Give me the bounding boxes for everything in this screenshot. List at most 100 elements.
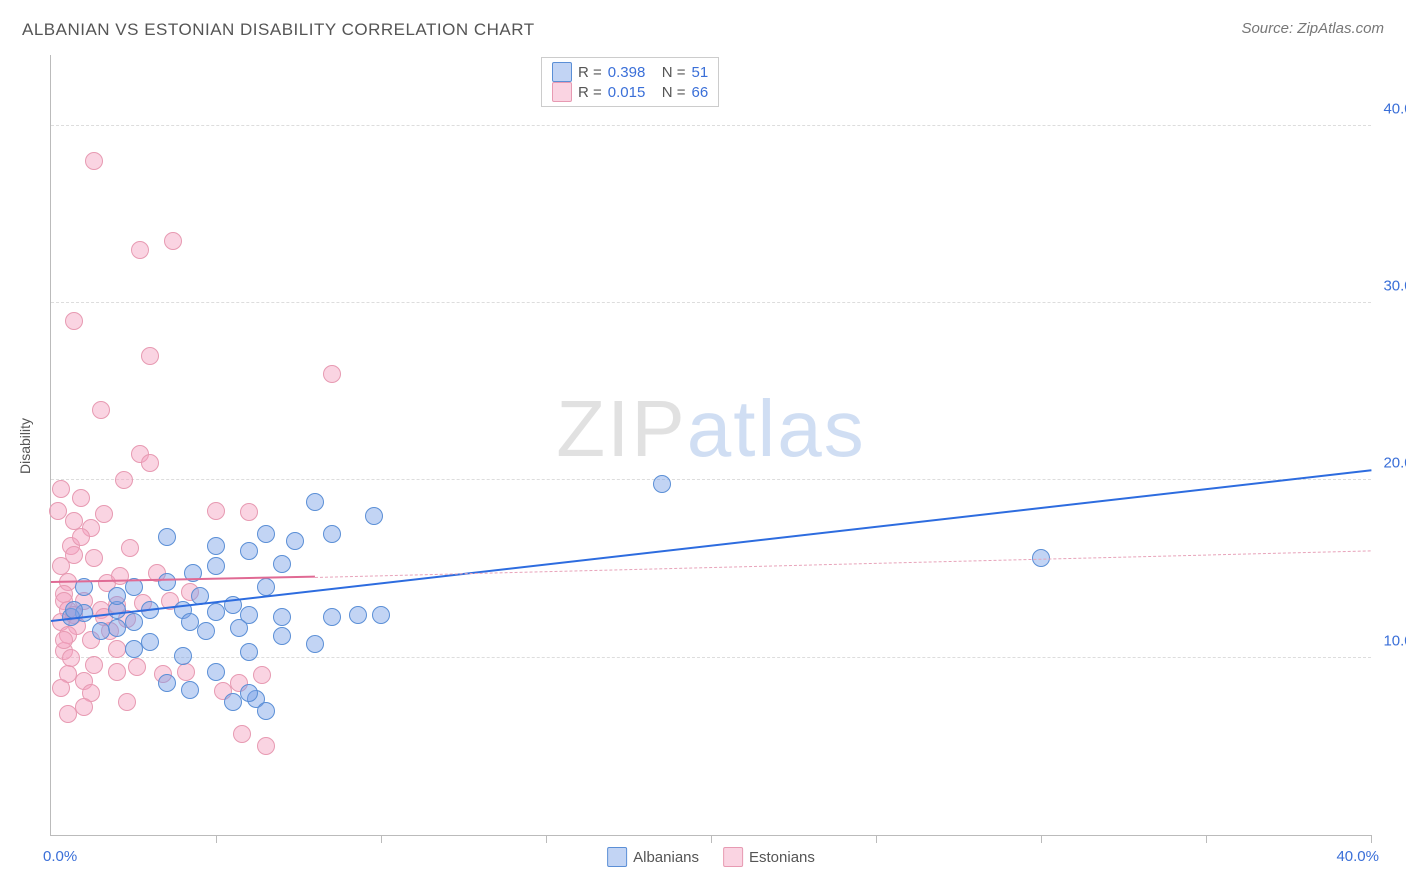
data-point — [323, 525, 341, 543]
data-point — [72, 489, 90, 507]
legend-swatch — [552, 62, 572, 82]
data-point — [108, 640, 126, 658]
bottom-legend-item: Estonians — [723, 847, 815, 867]
watermark: ZIPatlas — [556, 383, 865, 475]
data-point — [158, 674, 176, 692]
data-point — [286, 532, 304, 550]
data-point — [240, 542, 258, 560]
data-point — [207, 502, 225, 520]
data-point — [131, 241, 149, 259]
gridline — [51, 125, 1371, 126]
data-point — [49, 502, 67, 520]
legend-swatch — [723, 847, 743, 867]
y-tick-label: 20.0% — [1383, 455, 1406, 472]
data-point — [52, 480, 70, 498]
legend-swatch — [607, 847, 627, 867]
watermark-zip: ZIP — [556, 384, 686, 473]
x-tick — [216, 835, 217, 843]
x-tick — [1206, 835, 1207, 843]
bottom-legend-item: Albanians — [607, 847, 699, 867]
x-tick — [711, 835, 712, 843]
watermark-atlas: atlas — [687, 384, 866, 473]
x-axis-max-label: 40.0% — [1336, 848, 1379, 865]
x-tick — [1041, 835, 1042, 843]
legend-r-label: R = — [578, 84, 602, 101]
gridline — [51, 479, 1371, 480]
legend-label: Albanians — [633, 849, 699, 866]
data-point — [92, 622, 110, 640]
data-point — [207, 537, 225, 555]
legend-r-label: R = — [578, 64, 602, 81]
data-point — [141, 347, 159, 365]
data-point — [125, 613, 143, 631]
data-point — [85, 549, 103, 567]
y-tick-label: 30.0% — [1383, 278, 1406, 295]
data-point — [121, 539, 139, 557]
data-point — [323, 365, 341, 383]
legend-r-value: 0.015 — [608, 84, 656, 101]
data-point — [181, 613, 199, 631]
data-point — [85, 656, 103, 674]
data-point — [108, 619, 126, 637]
data-point — [273, 555, 291, 573]
x-tick — [381, 835, 382, 843]
legend-n-value: 51 — [692, 64, 709, 81]
data-point — [125, 640, 143, 658]
data-point — [108, 587, 126, 605]
y-axis-label: Disability — [17, 418, 33, 474]
legend-row: R = 0.398 N = 51 — [552, 62, 708, 82]
data-point — [233, 725, 251, 743]
data-point — [177, 663, 195, 681]
legend-swatch — [552, 82, 572, 102]
data-point — [141, 633, 159, 651]
data-point — [257, 525, 275, 543]
data-point — [158, 573, 176, 591]
x-tick — [1371, 835, 1372, 843]
data-point — [306, 493, 324, 511]
legend-r-value: 0.398 — [608, 64, 656, 81]
x-tick — [546, 835, 547, 843]
data-point — [273, 627, 291, 645]
data-point — [108, 663, 126, 681]
legend-label: Estonians — [749, 849, 815, 866]
data-point — [72, 528, 90, 546]
data-point — [174, 647, 192, 665]
data-point — [197, 622, 215, 640]
data-point — [141, 454, 159, 472]
data-point — [257, 737, 275, 755]
legend-n-label: N = — [662, 64, 686, 81]
data-point — [653, 475, 671, 493]
data-point — [115, 471, 133, 489]
data-point — [257, 702, 275, 720]
data-point — [273, 608, 291, 626]
trend-line — [51, 576, 315, 583]
legend-n-value: 66 — [692, 84, 709, 101]
data-point — [253, 666, 271, 684]
data-point — [372, 606, 390, 624]
chart-title: ALBANIAN VS ESTONIAN DISABILITY CORRELAT… — [22, 20, 535, 40]
data-point — [207, 663, 225, 681]
data-point — [240, 503, 258, 521]
data-point — [59, 705, 77, 723]
y-tick-label: 40.0% — [1383, 100, 1406, 117]
data-point — [257, 578, 275, 596]
data-point — [95, 505, 113, 523]
trend-line — [315, 550, 1371, 578]
data-point — [181, 681, 199, 699]
data-point — [164, 232, 182, 250]
data-point — [365, 507, 383, 525]
legend-n-label: N = — [662, 84, 686, 101]
data-point — [55, 631, 73, 649]
y-tick-label: 10.0% — [1383, 632, 1406, 649]
data-point — [158, 528, 176, 546]
data-point — [207, 557, 225, 575]
data-point — [230, 619, 248, 637]
stats-legend: R = 0.398 N = 51 R = 0.015 N = 66 — [541, 57, 719, 107]
data-point — [52, 679, 70, 697]
data-point — [349, 606, 367, 624]
data-point — [128, 658, 146, 676]
data-point — [118, 693, 136, 711]
data-point — [306, 635, 324, 653]
x-axis-min-label: 0.0% — [43, 848, 77, 865]
data-point — [65, 546, 83, 564]
